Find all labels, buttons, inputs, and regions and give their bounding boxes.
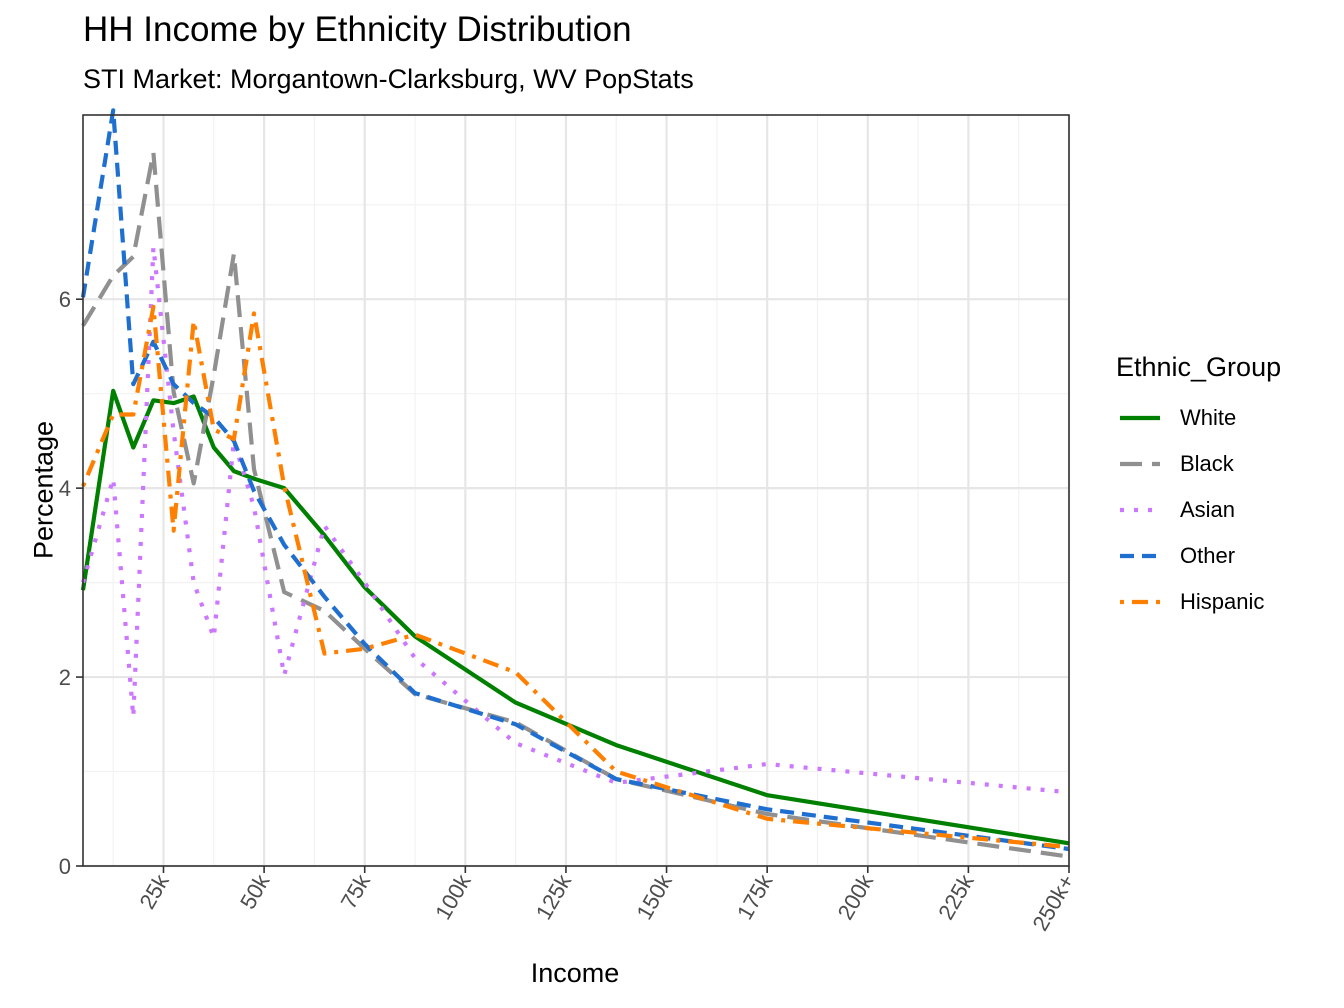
series-line-other	[80, 108, 1070, 852]
chart-title: HH Income by Ethnicity Distribution	[83, 10, 632, 49]
panel-border	[82, 114, 1070, 867]
x-tick-label: 125k	[531, 869, 577, 924]
x-tick-label: 250k+	[1027, 870, 1079, 935]
series-line-white	[80, 388, 1070, 846]
legend-item-asian: Asian	[1116, 487, 1281, 533]
chart-subtitle: STI Market: Morgantown-Clarksburg, WV Po…	[83, 64, 694, 94]
legend-key-asian	[1120, 507, 1160, 513]
series-line-asian	[80, 245, 1070, 795]
y-tick-label: 4	[59, 476, 71, 501]
x-tick-label: 100k	[430, 869, 476, 924]
x-tick-label: 175k	[732, 869, 778, 924]
legend-label: Other	[1180, 543, 1236, 568]
x-axis: 25k 50k 75k 100k 125k 150k 175k 200k 225k 250k+	[134, 866, 1079, 935]
x-tick-label: 50k	[235, 869, 275, 913]
legend-label: Asian	[1180, 497, 1236, 522]
legend-item-white: White	[1116, 395, 1281, 441]
legend-label: White	[1180, 405, 1237, 430]
x-tick-label: 75k	[336, 869, 376, 913]
x-tick-label: 25k	[134, 869, 174, 913]
series-lines	[80, 108, 1070, 859]
x-axis-label: Income	[530, 958, 620, 988]
legend-key-white	[1120, 415, 1160, 421]
legend-item-hispanic: Hispanic	[1116, 579, 1281, 625]
y-tick-label: 6	[59, 287, 71, 312]
series-line-hispanic	[81, 304, 1070, 850]
legend: Ethnic_Group White Black Asian Other Hispani…	[1116, 352, 1281, 625]
series-line-black	[81, 150, 1070, 859]
legend-label: Hispanic	[1180, 589, 1265, 614]
legend-key-hispanic	[1120, 599, 1160, 605]
legend-item-black: Black	[1116, 441, 1281, 487]
legend-title: Ethnic_Group	[1116, 352, 1282, 382]
x-tick-label: 225k	[933, 869, 979, 924]
legend-item-other: Other	[1116, 533, 1281, 579]
x-tick-label: 150k	[631, 869, 677, 924]
legend-label: Black	[1180, 451, 1234, 476]
y-axis: 0 2 4 6	[59, 287, 83, 879]
y-tick-label: 2	[59, 665, 71, 690]
legend-key-other	[1120, 553, 1160, 559]
y-axis-label: Percentage	[28, 420, 59, 560]
x-tick-label: 200k	[833, 869, 879, 924]
y-tick-label: 0	[59, 854, 71, 879]
legend-key-black	[1120, 461, 1160, 467]
